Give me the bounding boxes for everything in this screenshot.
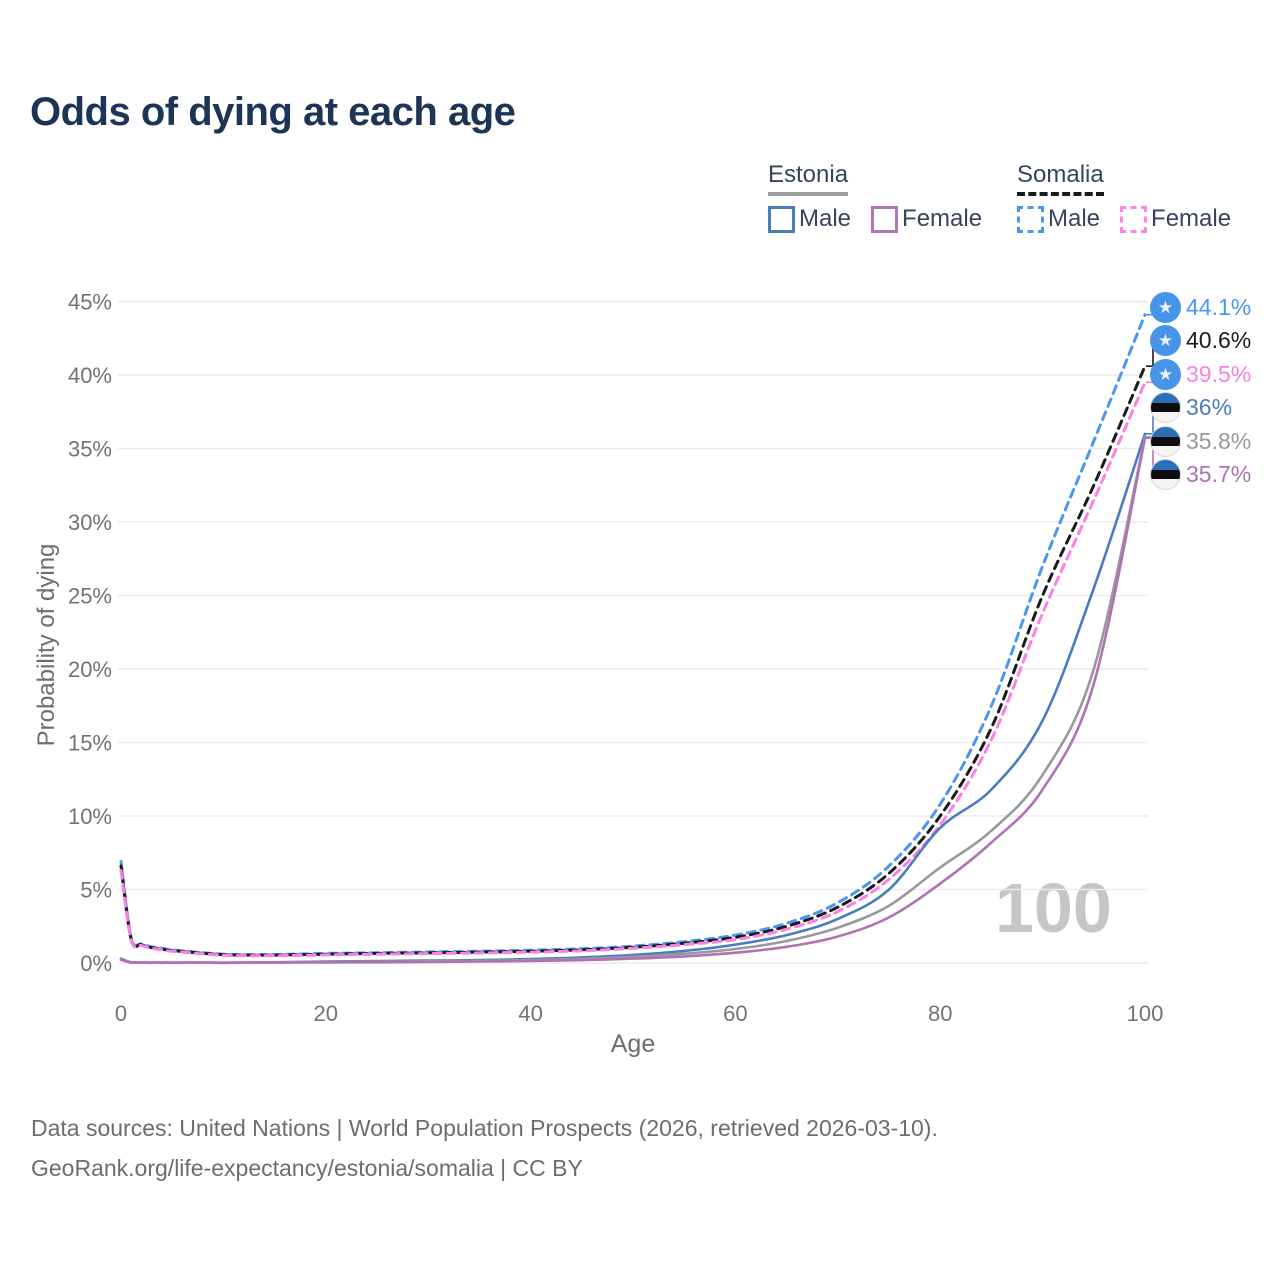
somalia-female-swatch-icon (1120, 205, 1148, 233)
end-label-value: 35.8% (1186, 427, 1252, 454)
series-line-estonia-male (119, 432, 1147, 965)
series-line-estonia (119, 435, 1147, 965)
series-line-somalia-male (119, 313, 1147, 957)
somalia-flag-icon: ★ (1150, 325, 1181, 356)
estonia-flag-icon (1150, 392, 1181, 423)
age-indicator-watermark: 100 (995, 869, 1112, 947)
legend-group-somalia: Somalia Male Female (1017, 161, 1231, 233)
svg-text:10%: 10% (68, 804, 112, 829)
legend-country-somalia: Somalia (1017, 161, 1104, 196)
svg-text:45%: 45% (68, 290, 112, 315)
svg-text:80: 80 (928, 1001, 952, 1026)
svg-text:25%: 25% (68, 584, 112, 609)
svg-text:100: 100 (1127, 1001, 1164, 1026)
series-line-estonia-female (119, 436, 1147, 965)
svg-text:20: 20 (314, 1001, 338, 1026)
end-label-estonia-male: 36% (1150, 392, 1232, 423)
svg-text:0: 0 (115, 1001, 127, 1026)
legend-items-estonia: Male Female (768, 205, 982, 233)
end-label-estonia: 35.8% (1150, 425, 1252, 457)
svg-text:40%: 40% (68, 363, 112, 388)
footer: Data sources: United Nations | World Pop… (31, 1108, 938, 1188)
legend-item-somalia-male[interactable]: Male (1017, 205, 1100, 233)
somalia-male-swatch-icon (1017, 205, 1044, 233)
svg-text:40: 40 (518, 1001, 542, 1026)
series-line-somalia (119, 364, 1147, 957)
chart-area: 100 0% 5% 10% 15% 20% 25% 30% 35% 40% 45% 0 20 40 60 8… (0, 0, 1280, 1100)
y-axis-title: Probability of dying (33, 543, 60, 747)
end-label-value: 35.7% (1186, 461, 1252, 487)
svg-text:60: 60 (723, 1001, 747, 1026)
legend-group-estonia: Estonia Male Female (768, 161, 982, 233)
end-label-somalia-female: ★ 39.5% (1150, 358, 1252, 390)
legend-item-label: Female (902, 205, 983, 232)
svg-text:15%: 15% (68, 731, 112, 756)
end-label-value: 44.1% (1186, 293, 1252, 320)
svg-text:20%: 20% (68, 657, 112, 682)
legend-item-somalia-female[interactable]: Female (1120, 205, 1231, 233)
svg-text:30%: 30% (68, 510, 112, 535)
end-label-value: 36% (1186, 394, 1233, 420)
svg-text:0%: 0% (80, 951, 112, 976)
svg-text:5%: 5% (80, 878, 112, 903)
estonia-flag-icon (1150, 459, 1181, 490)
end-label-value: 39.5% (1186, 360, 1252, 387)
legend-item-label: Male (799, 205, 852, 232)
svg-text:35%: 35% (68, 437, 112, 462)
estonia-flag-icon (1150, 425, 1181, 457)
end-label-value: 40.6% (1186, 327, 1252, 353)
footer-attribution: GeoRank.org/life-expectancy/estonia/soma… (31, 1155, 583, 1181)
x-axis-title: Age (610, 1030, 656, 1058)
x-axis-tick-labels: 0 20 40 60 80 100 (115, 1001, 1163, 1026)
footer-data-sources: Data sources: United Nations | World Pop… (31, 1115, 938, 1141)
end-label-somalia-male: ★ 44.1% (1150, 291, 1252, 323)
legend-country-estonia: Estonia (768, 161, 849, 196)
legend-item-label: Male (1048, 205, 1101, 232)
end-label-somalia: ★ 40.6% (1150, 325, 1251, 356)
somalia-flag-icon: ★ (1150, 358, 1181, 390)
series-line-somalia-female (119, 380, 1147, 958)
estonia-female-swatch-icon (871, 205, 899, 233)
end-label-estonia-female: 35.7% (1150, 459, 1251, 490)
page-title: Odds of dying at each age (30, 90, 516, 134)
gridlines (118, 300, 1148, 964)
legend-item-estonia-female[interactable]: Female (871, 205, 982, 233)
series-lines (119, 313, 1147, 965)
legend-items-somalia: Male Female (1017, 205, 1231, 233)
legend-item-label: Female (1151, 205, 1232, 232)
legend-item-estonia-male[interactable]: Male (768, 205, 851, 233)
somalia-flag-icon: ★ (1150, 291, 1181, 323)
plot-svg[interactable]: 0% 5% 10% 15% 20% 25% 30% 35% 40% 45% 0 20 40 60 80 100 (0, 0, 1280, 1100)
estonia-male-swatch-icon (768, 205, 795, 233)
y-axis-tick-labels: 0% 5% 10% 15% 20% 25% 30% 35% 40% 45% (68, 290, 112, 977)
